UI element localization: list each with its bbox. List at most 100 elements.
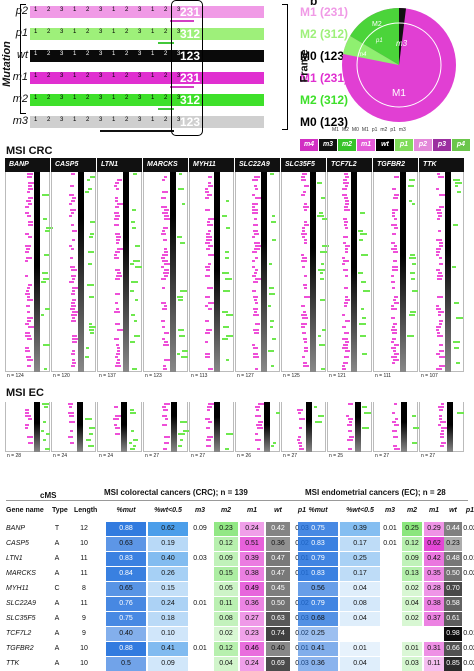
m1-read (72, 359, 75, 361)
m1-read (393, 197, 398, 199)
mutation-track: 1 2 3 1 2 3 1 2 3 1 2 3 312 (30, 93, 264, 107)
frame-axis-label: Frame (298, 49, 311, 83)
m2-read (177, 296, 183, 298)
m2-read (363, 290, 370, 292)
m1-read (439, 242, 443, 244)
m1-read (28, 236, 32, 238)
legend-chip: m3 (319, 139, 337, 151)
ec-cell (340, 627, 380, 641)
table-type: A (54, 555, 60, 562)
m1-read (163, 239, 167, 241)
m2-read (223, 326, 229, 328)
m2-read (413, 427, 419, 429)
m1-read (394, 302, 399, 304)
crc-subheader: m3 (194, 507, 206, 514)
sample-count: n = 28 (7, 453, 22, 459)
table-gene-name: MYH11 (6, 585, 29, 592)
wildtype-bar (261, 172, 267, 372)
m2-read (362, 317, 366, 319)
m1-read (115, 233, 120, 235)
m1-read (348, 430, 352, 432)
m1-read (345, 350, 350, 352)
m1-read (70, 442, 74, 444)
ec-cell: 0.42 (424, 552, 444, 566)
m1-read (304, 185, 309, 187)
m2-read (130, 448, 135, 450)
m2-read (225, 257, 229, 259)
m1-read (27, 299, 33, 301)
m1-read (437, 332, 440, 334)
crc-cell: 0.19 (148, 537, 188, 551)
mutation-track: 1 2 3 1 2 3 1 2 3 1 2 3 123 (30, 115, 264, 129)
m1-read (26, 257, 32, 259)
m1-read (116, 344, 119, 346)
table-type: A (54, 540, 60, 547)
m1-read (252, 290, 256, 292)
m1-read (25, 323, 29, 325)
ec-cell: 0.02 (463, 645, 474, 652)
m2-read (314, 406, 317, 408)
m2-read (133, 260, 140, 262)
m1-read (72, 338, 78, 340)
m1-read (117, 248, 123, 250)
ec-cell: 0.83 (298, 537, 338, 551)
m1-read (391, 317, 395, 319)
gene-column-header: MARCKS (143, 158, 188, 172)
track-highlight-codon: 312 (179, 27, 201, 41)
m1-read (304, 287, 307, 289)
m1-read (71, 353, 75, 355)
frame-code-label: M0 (123) (300, 49, 349, 63)
m1-read (25, 424, 29, 426)
m1-read (205, 332, 210, 334)
crc-cell: 0.51 (240, 537, 264, 551)
m1-read (391, 347, 396, 349)
m1-read (114, 406, 118, 408)
m1-read (162, 424, 167, 426)
ec-cell (380, 582, 400, 596)
m1-read (25, 293, 30, 295)
m1-read (27, 173, 33, 175)
crc-cell: 0.39 (240, 552, 264, 566)
m1-read (254, 218, 257, 220)
m2-read (87, 284, 94, 286)
pie-label-p1: p1 (375, 38, 383, 44)
m1-read (116, 236, 121, 238)
m1-read (255, 269, 258, 271)
m1-read (165, 418, 168, 420)
m1-read (391, 305, 394, 307)
msi-crc-title: MSI CRC (6, 145, 53, 157)
m1-read (117, 359, 120, 361)
m1-read (164, 332, 169, 334)
ec-cell: 0.35 (424, 567, 444, 581)
m1-read (25, 409, 29, 411)
legend-chip: p4 (452, 139, 470, 151)
m1-read (163, 448, 167, 450)
sample-count: n = 24 (53, 453, 68, 459)
m1-read (69, 245, 72, 247)
m1-read (164, 209, 169, 211)
crc-subheader: wt (274, 507, 282, 514)
pie-label-m3: m3 (396, 39, 408, 48)
m1-read (163, 344, 169, 346)
m2-read (272, 239, 276, 241)
m1-read (70, 308, 75, 310)
m2-read (226, 200, 229, 202)
m1-read (207, 221, 210, 223)
m2-read (131, 430, 134, 432)
m1-read (255, 323, 260, 325)
m2-read (318, 269, 325, 271)
m2-read (43, 421, 46, 423)
m1-read (72, 278, 75, 280)
table-length: 10 (80, 660, 88, 667)
m1-read (256, 409, 259, 411)
m1-read (254, 299, 257, 301)
ec-subheader: wt (449, 507, 457, 514)
m2-read (359, 323, 366, 325)
m1-read (162, 230, 165, 232)
m2-read (89, 427, 95, 429)
ec-cell (462, 537, 474, 551)
m1-read (392, 188, 396, 190)
m1-read (255, 415, 261, 417)
m1-read (345, 200, 349, 202)
m2-read (410, 311, 416, 313)
